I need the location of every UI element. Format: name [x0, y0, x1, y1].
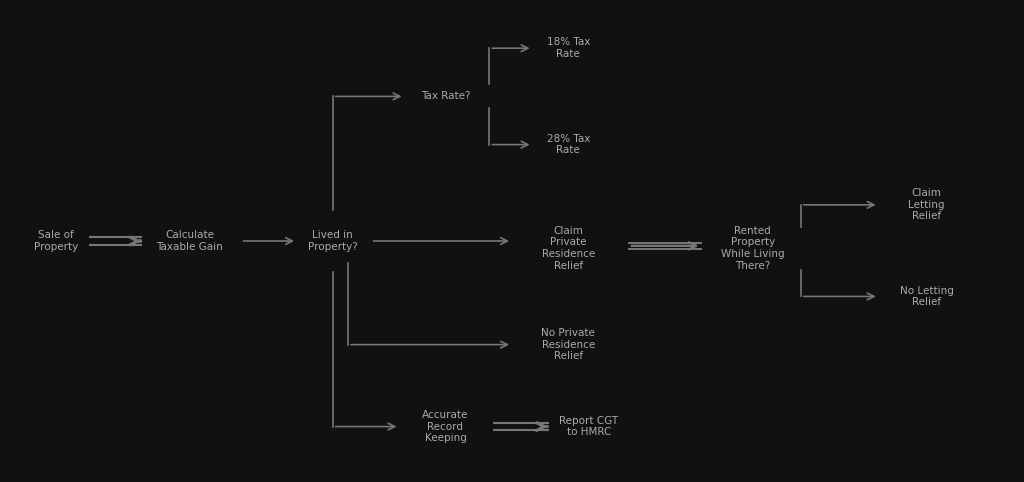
Text: Tax Rate?: Tax Rate?: [421, 92, 470, 101]
Text: Sale of
Property: Sale of Property: [34, 230, 79, 252]
Text: Accurate
Record
Keeping: Accurate Record Keeping: [422, 410, 469, 443]
Text: Lived in
Property?: Lived in Property?: [308, 230, 357, 252]
Text: Claim
Letting
Relief: Claim Letting Relief: [908, 188, 945, 221]
Text: Report CGT
to HMRC: Report CGT to HMRC: [559, 416, 618, 437]
Text: 18% Tax
Rate: 18% Tax Rate: [547, 38, 590, 59]
Text: Claim
Private
Residence
Relief: Claim Private Residence Relief: [542, 226, 595, 270]
Text: No Private
Residence
Relief: No Private Residence Relief: [542, 328, 595, 361]
Text: Rented
Property
While Living
There?: Rented Property While Living There?: [721, 226, 784, 270]
Text: Calculate
Taxable Gain: Calculate Taxable Gain: [156, 230, 223, 252]
Text: No Letting
Relief: No Letting Relief: [900, 286, 953, 307]
Text: 28% Tax
Rate: 28% Tax Rate: [547, 134, 590, 155]
